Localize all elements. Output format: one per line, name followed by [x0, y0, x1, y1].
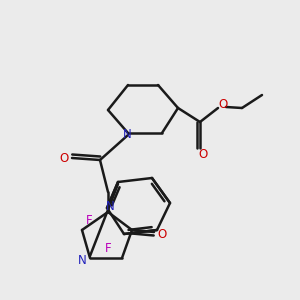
Text: N: N [123, 128, 131, 140]
Text: N: N [78, 254, 86, 268]
Text: N: N [106, 200, 114, 214]
Text: O: O [59, 152, 69, 164]
Text: F: F [86, 214, 92, 226]
Text: F: F [105, 242, 111, 254]
Text: O: O [158, 227, 166, 241]
Text: O: O [198, 148, 208, 160]
Text: O: O [218, 98, 228, 112]
